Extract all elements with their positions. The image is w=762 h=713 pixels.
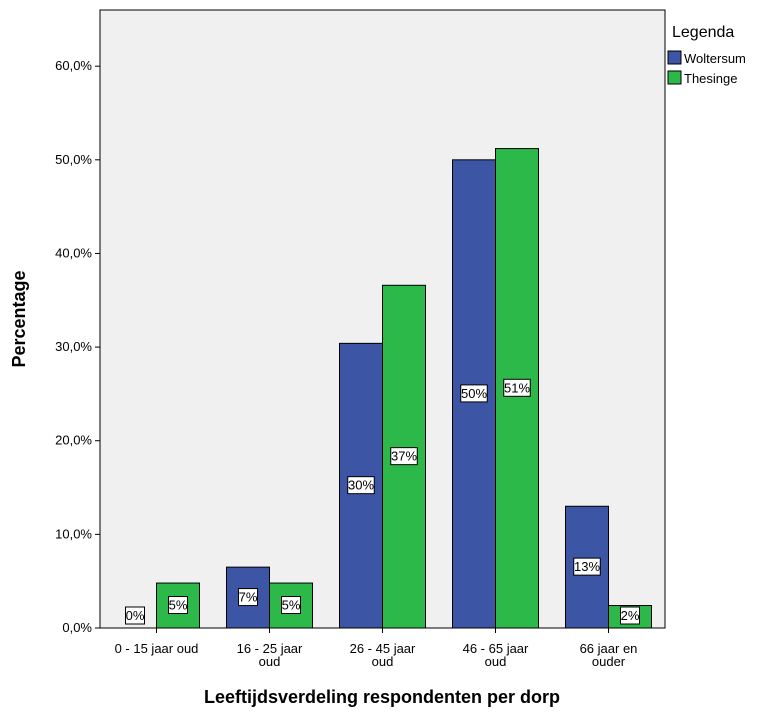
data-label: 30% (348, 478, 374, 493)
x-tick-label: 46 - 65 jaar (463, 641, 529, 656)
y-tick-label: 40,0% (55, 245, 92, 260)
data-label-box (238, 588, 258, 607)
data-label-box (620, 606, 640, 625)
data-label: 50% (461, 386, 487, 401)
data-label: 7% (239, 590, 258, 605)
data-label: 5% (169, 598, 188, 613)
data-label: 2% (621, 608, 640, 623)
data-label-box (573, 557, 601, 576)
y-tick-label: 30,0% (55, 339, 92, 354)
data-label: 51% (504, 380, 530, 395)
y-tick-label: 60,0% (55, 58, 92, 73)
data-labels: 0% 5% 7% 5% 30% 37% 50% 51% 13% 2% (125, 378, 640, 625)
x-tick-label: oud (372, 654, 394, 669)
y-tick-label: 20,0% (55, 433, 92, 448)
data-label-box (168, 596, 188, 615)
x-tick-label: ouder (592, 654, 626, 669)
legend-label-woltersum: Woltersum (684, 51, 746, 66)
legend: Legenda Woltersum Thesinge (667, 24, 746, 86)
legend-title: Legenda (672, 24, 734, 41)
data-label: 0% (126, 608, 145, 623)
data-label-box (281, 596, 301, 615)
data-label-box (347, 476, 375, 495)
x-axis-title: Leeftijdsverdeling respondenten per dorp (204, 687, 560, 707)
legend-label-thesinge: Thesinge (684, 71, 737, 86)
data-label: 13% (574, 559, 600, 574)
data-label: 37% (391, 449, 417, 464)
data-label-box (390, 447, 418, 466)
y-axis: 0,0% 10,0% 20,0% 30,0% 40,0% 50,0% 60,0% (55, 58, 100, 635)
y-tick-label: 10,0% (55, 526, 92, 541)
x-tick-label: 0 - 15 jaar oud (115, 641, 199, 656)
y-tick-label: 50,0% (55, 152, 92, 167)
data-label-box (125, 606, 145, 625)
data-label: 5% (282, 598, 301, 613)
x-tick-label: 66 jaar en (580, 641, 638, 656)
data-label-box (503, 378, 531, 397)
legend-swatch-thesinge (667, 70, 682, 85)
y-tick-label: 0,0% (62, 620, 92, 635)
x-tick-label: oud (259, 654, 281, 669)
legend-swatch-woltersum (667, 50, 682, 65)
x-tick-label: oud (485, 654, 507, 669)
x-tick-label: 16 - 25 jaar (237, 641, 303, 656)
y-axis-title: Percentage (9, 270, 29, 367)
data-label-box (460, 384, 488, 403)
x-tick-label: 26 - 45 jaar (350, 641, 416, 656)
